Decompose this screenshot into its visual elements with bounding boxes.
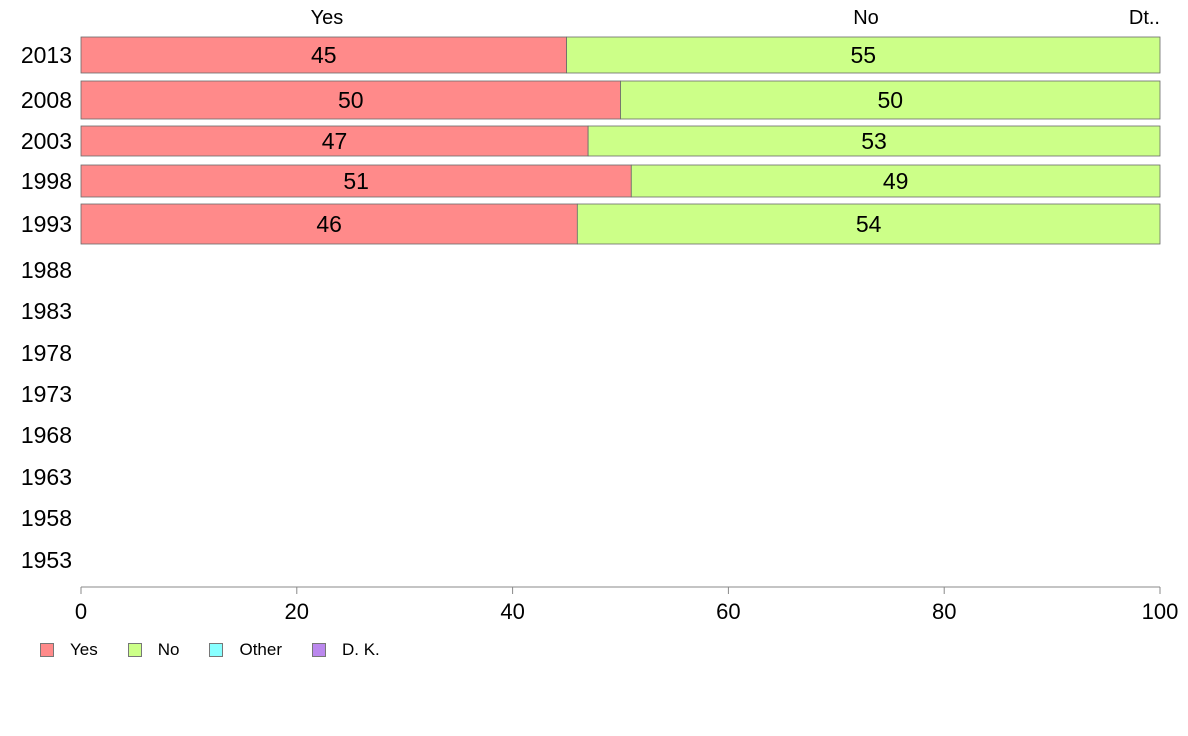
y-tick-label: 2008 bbox=[21, 87, 72, 113]
y-tick-label: 1998 bbox=[21, 168, 72, 194]
y-tick-label: 2013 bbox=[21, 42, 72, 68]
x-tick-label: 100 bbox=[1142, 599, 1179, 624]
x-tick-label: 40 bbox=[500, 599, 524, 624]
y-tick-label: 1963 bbox=[21, 464, 72, 490]
bar-1998-yes bbox=[80, 164, 632, 198]
y-axis-labels: 2013 2008 2003 1998 1993 1988 1983 1978 1973 1968… bbox=[21, 42, 72, 573]
bar-1993-no bbox=[576, 203, 1161, 245]
bar-2013-yes bbox=[80, 36, 567, 74]
legend-item-yes: Yes bbox=[40, 640, 98, 660]
x-tick-label: 0 bbox=[75, 599, 87, 624]
bar-1998-no bbox=[630, 164, 1161, 198]
y-tick-label: 1968 bbox=[21, 422, 72, 448]
top-label-1: No bbox=[853, 7, 879, 29]
bar-value-label: 47 bbox=[322, 128, 348, 154]
legend-label: No bbox=[157, 640, 180, 659]
bar-value-label: 51 bbox=[343, 168, 369, 194]
bar-2008-no bbox=[620, 80, 1161, 120]
bar-value-label: 55 bbox=[850, 42, 876, 68]
y-tick-label: 1983 bbox=[21, 298, 72, 324]
bar-2013-no bbox=[566, 36, 1161, 74]
top-label-0: Yes bbox=[311, 7, 344, 29]
x-tick-label: 20 bbox=[285, 599, 309, 624]
bar-2008-yes bbox=[80, 80, 621, 120]
y-tick-label: 1978 bbox=[21, 340, 72, 366]
bar-value-label: 54 bbox=[856, 211, 882, 237]
legend: Yes No Other D. K. bbox=[40, 640, 410, 660]
legend-swatch bbox=[127, 643, 142, 657]
bar-2003-yes bbox=[80, 125, 589, 157]
bar-value-label: 46 bbox=[316, 211, 342, 237]
bar-value-label: 53 bbox=[861, 128, 887, 154]
legend-item-other: Other bbox=[209, 640, 282, 660]
legend-label: Other bbox=[239, 640, 282, 659]
legend-swatch bbox=[209, 643, 224, 657]
y-tick-label: 2003 bbox=[21, 128, 72, 154]
x-tick-label: 60 bbox=[716, 599, 740, 624]
x-axis: 0 20 40 60 80 100 bbox=[75, 586, 1179, 624]
legend-swatch bbox=[40, 643, 54, 657]
legend-label: Yes bbox=[70, 640, 98, 659]
y-tick-label: 1958 bbox=[21, 505, 72, 531]
bar-value-label: 49 bbox=[883, 168, 909, 194]
legend-label: D. K. bbox=[342, 640, 380, 659]
y-tick-label: 1993 bbox=[21, 211, 72, 237]
y-tick-label: 1973 bbox=[21, 381, 72, 407]
legend-item-no: No bbox=[127, 640, 180, 660]
top-label-2: Dt.. bbox=[1129, 7, 1160, 29]
y-tick-label: 1988 bbox=[21, 257, 72, 283]
bar-value-label: 50 bbox=[338, 87, 364, 113]
top-category-labels: Yes No Dt.. bbox=[311, 7, 1160, 29]
bar-value-label: 45 bbox=[311, 42, 337, 68]
legend-item-d-k-: D. K. bbox=[312, 640, 380, 660]
legend-swatch bbox=[312, 643, 326, 657]
bar-2003-no bbox=[587, 125, 1161, 157]
y-tick-label: 1953 bbox=[21, 547, 72, 573]
bar-value-label: 50 bbox=[877, 87, 903, 113]
x-tick-label: 80 bbox=[932, 599, 956, 624]
bar-1993-yes bbox=[80, 203, 578, 245]
